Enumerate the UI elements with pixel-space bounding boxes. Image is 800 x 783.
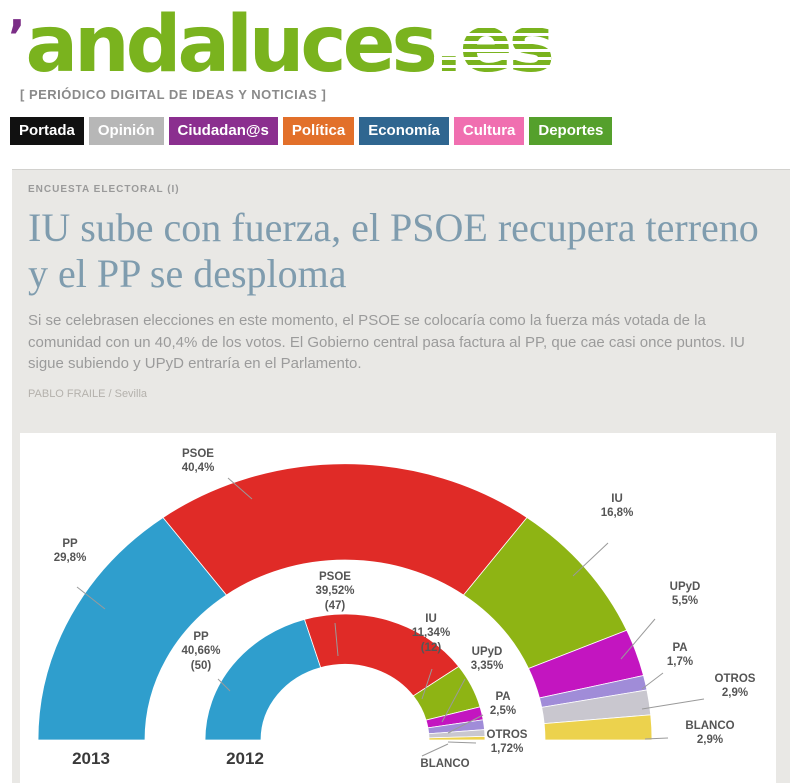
chart-leader-line xyxy=(441,678,466,723)
chart-leader-line xyxy=(76,586,106,610)
half-donut-svg xyxy=(37,463,705,757)
article-byline: PABLO FRAILE / Sevilla xyxy=(28,388,148,401)
site-tagline: [ PERIÓDICO DIGITAL DE IDEAS Y NOTICIAS … xyxy=(20,87,327,102)
chart-label-pa-2012: PA 2,5% xyxy=(489,691,517,718)
chart-label-pa-2013: PA 1,7% xyxy=(666,642,694,669)
nav-item-opinion[interactable]: Opinión xyxy=(88,117,164,145)
chart-label-otros-2012: OTROS 1,72% xyxy=(486,729,528,756)
site-logo[interactable]: ’andaluces.es xyxy=(8,6,800,84)
chart-label-upyd-2013: UPyD 5,5% xyxy=(669,581,701,608)
chart-label-psoe-2012: PSOE 39,52% (47) xyxy=(315,571,355,612)
chart-leader-line xyxy=(227,477,253,500)
chart-leader-line xyxy=(644,737,669,740)
logo-apostrophe-icon: ’ xyxy=(8,10,26,64)
article-lede: Si se celebrasen elecciones en este mome… xyxy=(28,311,745,373)
chart-label-blanco-2012: BLANCO xyxy=(420,758,470,770)
chart-label-iu-2013: IU 16,8% xyxy=(600,493,634,520)
nav-item-ciudadanos[interactable]: Ciudadan@s xyxy=(168,117,278,145)
chart-leader-line xyxy=(217,678,231,692)
nav-item-economia[interactable]: Economía xyxy=(359,117,449,145)
nav-item-deportes[interactable]: Deportes xyxy=(529,117,613,145)
slice-2013-blanco xyxy=(543,714,653,741)
slice-2013-psoe xyxy=(162,463,528,596)
chart-label-iu-2012: IU 11,34% (12) xyxy=(411,613,451,654)
election-chart: PSOE 40,4% PP 29,8% IU 16,8% UPyD 5,5% PA 1,7… xyxy=(20,433,776,783)
year-label-2012: 2012 xyxy=(226,749,264,768)
chart-leader-line xyxy=(447,741,477,744)
chart-label-blanco-2013: BLANCO 2,9% xyxy=(685,720,735,747)
article-block: ENCUESTA ELECTORAL (I) IU sube con fuerz… xyxy=(12,169,790,783)
chart-leader-line xyxy=(620,618,656,660)
slice-2012-blanco xyxy=(428,735,486,741)
main-nav: Portada Opinión Ciudadan@s Política Econ… xyxy=(10,117,800,145)
nav-item-cultura[interactable]: Cultura xyxy=(453,117,525,145)
chart-leader-line xyxy=(572,542,609,577)
chart-leader-line xyxy=(421,743,449,757)
nav-item-portada[interactable]: Portada xyxy=(10,117,84,145)
chart-leader-line xyxy=(447,714,484,734)
article-headline: IU sube con fuerza, el PSOE recupera ter… xyxy=(28,205,759,297)
chart-label-upyd-2012: UPyD 3,35% xyxy=(470,646,504,673)
chart-leader-line xyxy=(334,622,339,657)
logo-text: andaluces xyxy=(25,0,437,90)
logo-suffix: .es xyxy=(433,0,555,90)
chart-label-pp-2013: PP 29,8% xyxy=(53,538,87,565)
nav-item-politica[interactable]: Política xyxy=(282,117,355,145)
chart-leader-line xyxy=(641,698,705,710)
chart-leader-line xyxy=(421,668,433,700)
masthead: ’andaluces.es [ PERIÓDICO DIGITAL DE IDE… xyxy=(0,0,800,102)
chart-label-pp-2012: PP 40,66% (50) xyxy=(181,631,221,672)
chart-label-psoe-2013: PSOE 40,4% xyxy=(181,448,215,475)
article-kicker: ENCUESTA ELECTORAL (I) xyxy=(28,184,180,195)
year-label-2013: 2013 xyxy=(72,749,110,768)
chart-label-otros-2013: OTROS 2,9% xyxy=(714,673,756,700)
chart-leader-line xyxy=(641,672,664,690)
